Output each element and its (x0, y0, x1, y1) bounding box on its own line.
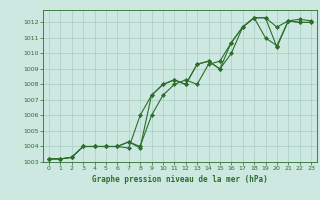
X-axis label: Graphe pression niveau de la mer (hPa): Graphe pression niveau de la mer (hPa) (92, 175, 268, 184)
